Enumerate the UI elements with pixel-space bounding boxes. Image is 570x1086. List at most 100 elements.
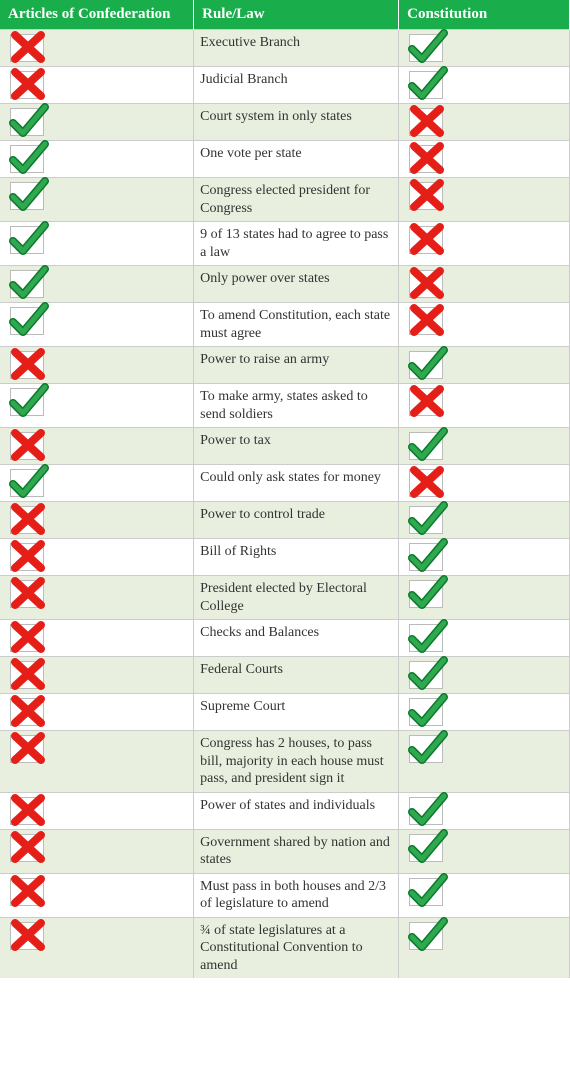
cross-icon bbox=[10, 922, 44, 950]
rule-cell: To amend Constitution, each state must a… bbox=[194, 303, 399, 347]
check-icon bbox=[10, 307, 44, 335]
cell-const bbox=[399, 141, 570, 178]
check-icon bbox=[409, 432, 443, 460]
cell-const bbox=[399, 620, 570, 657]
cell-const bbox=[399, 347, 570, 384]
check-icon bbox=[10, 270, 44, 298]
cell-const bbox=[399, 67, 570, 104]
cross-icon bbox=[10, 624, 44, 652]
rule-cell: Only power over states bbox=[194, 266, 399, 303]
rule-cell: Judicial Branch bbox=[194, 67, 399, 104]
cell-const bbox=[399, 539, 570, 576]
cross-icon bbox=[409, 108, 443, 136]
check-icon bbox=[10, 388, 44, 416]
rule-cell: Power of states and individuals bbox=[194, 792, 399, 829]
table-row: ¾ of state legislatures at a Constitutio… bbox=[0, 917, 570, 978]
cell-const bbox=[399, 792, 570, 829]
check-icon bbox=[10, 108, 44, 136]
cell-aoc bbox=[0, 141, 194, 178]
cross-icon bbox=[10, 698, 44, 726]
cell-aoc bbox=[0, 104, 194, 141]
cell-const bbox=[399, 30, 570, 67]
header-const: Constitution bbox=[399, 0, 570, 30]
rule-cell: Could only ask states for money bbox=[194, 465, 399, 502]
cell-const bbox=[399, 694, 570, 731]
table-row: To make army, states asked to send soldi… bbox=[0, 384, 570, 428]
comparison-table: Articles of Confederation Rule/Law Const… bbox=[0, 0, 570, 978]
header-row: Articles of Confederation Rule/Law Const… bbox=[0, 0, 570, 30]
rule-cell: Congress elected president for Congress bbox=[194, 178, 399, 222]
check-icon bbox=[409, 506, 443, 534]
cross-icon bbox=[409, 226, 443, 254]
table-row: Executive Branch bbox=[0, 30, 570, 67]
cell-aoc bbox=[0, 576, 194, 620]
table-row: Power to tax bbox=[0, 428, 570, 465]
rule-cell: Power to control trade bbox=[194, 502, 399, 539]
check-icon bbox=[409, 834, 443, 862]
cell-aoc bbox=[0, 428, 194, 465]
cell-aoc bbox=[0, 303, 194, 347]
table-row: Could only ask states for money bbox=[0, 465, 570, 502]
table-row: Judicial Branch bbox=[0, 67, 570, 104]
cell-aoc bbox=[0, 502, 194, 539]
cell-const bbox=[399, 266, 570, 303]
check-icon bbox=[409, 71, 443, 99]
cell-const bbox=[399, 657, 570, 694]
rule-cell: 9 of 13 states had to agree to pass a la… bbox=[194, 222, 399, 266]
cell-aoc bbox=[0, 266, 194, 303]
table-row: Power to control trade bbox=[0, 502, 570, 539]
check-icon bbox=[10, 182, 44, 210]
cross-icon bbox=[409, 145, 443, 173]
rule-cell: President elected by Electoral College bbox=[194, 576, 399, 620]
check-icon bbox=[409, 543, 443, 571]
rule-cell: Congress has 2 houses, to pass bill, maj… bbox=[194, 731, 399, 793]
table-row: Congress has 2 houses, to pass bill, maj… bbox=[0, 731, 570, 793]
cell-aoc bbox=[0, 873, 194, 917]
rule-cell: Federal Courts bbox=[194, 657, 399, 694]
table-row: Power of states and individuals bbox=[0, 792, 570, 829]
cell-aoc bbox=[0, 222, 194, 266]
table-row: Power to raise an army bbox=[0, 347, 570, 384]
cross-icon bbox=[10, 878, 44, 906]
table-row: One vote per state bbox=[0, 141, 570, 178]
rule-cell: One vote per state bbox=[194, 141, 399, 178]
cell-const bbox=[399, 104, 570, 141]
check-icon bbox=[10, 145, 44, 173]
table-row: Court system in only states bbox=[0, 104, 570, 141]
cross-icon bbox=[10, 834, 44, 862]
rule-cell: Power to tax bbox=[194, 428, 399, 465]
table-row: Checks and Balances bbox=[0, 620, 570, 657]
table-row: To amend Constitution, each state must a… bbox=[0, 303, 570, 347]
cell-const bbox=[399, 178, 570, 222]
cell-aoc bbox=[0, 30, 194, 67]
cell-aoc bbox=[0, 539, 194, 576]
cross-icon bbox=[10, 432, 44, 460]
table-row: 9 of 13 states had to agree to pass a la… bbox=[0, 222, 570, 266]
table-row: Government shared by nation and states bbox=[0, 829, 570, 873]
check-icon bbox=[409, 34, 443, 62]
cell-aoc bbox=[0, 917, 194, 978]
cell-const bbox=[399, 222, 570, 266]
cross-icon bbox=[10, 506, 44, 534]
cross-icon bbox=[10, 71, 44, 99]
header-rule: Rule/Law bbox=[194, 0, 399, 30]
rule-cell: To make army, states asked to send soldi… bbox=[194, 384, 399, 428]
cell-const bbox=[399, 731, 570, 793]
cell-aoc bbox=[0, 829, 194, 873]
cell-const bbox=[399, 428, 570, 465]
cell-aoc bbox=[0, 792, 194, 829]
cell-aoc bbox=[0, 384, 194, 428]
rule-cell: Executive Branch bbox=[194, 30, 399, 67]
check-icon bbox=[409, 922, 443, 950]
cross-icon bbox=[409, 182, 443, 210]
check-icon bbox=[409, 351, 443, 379]
check-icon bbox=[409, 698, 443, 726]
table-row: Congress elected president for Congress bbox=[0, 178, 570, 222]
cross-icon bbox=[409, 270, 443, 298]
check-icon bbox=[10, 226, 44, 254]
cell-const bbox=[399, 829, 570, 873]
check-icon bbox=[409, 878, 443, 906]
cell-aoc bbox=[0, 465, 194, 502]
cell-aoc bbox=[0, 731, 194, 793]
cross-icon bbox=[10, 797, 44, 825]
